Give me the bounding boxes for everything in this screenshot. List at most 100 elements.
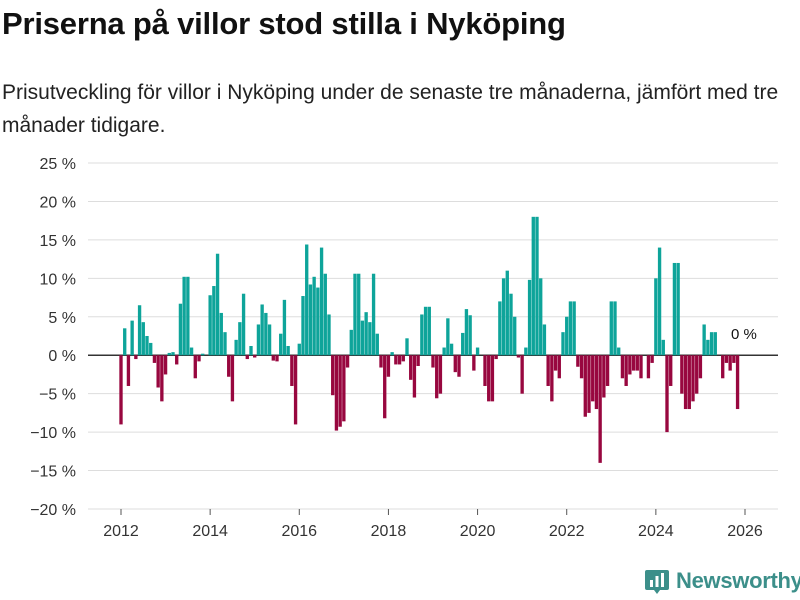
bar — [498, 301, 502, 356]
bar — [568, 301, 573, 356]
bar — [290, 355, 294, 386]
bar — [539, 278, 543, 356]
bar — [550, 355, 554, 402]
bar — [657, 247, 662, 356]
bar — [691, 355, 695, 402]
bar — [238, 322, 242, 356]
bar — [620, 355, 625, 379]
bar — [449, 343, 454, 356]
chart-title: Priserna på villor stod stilla i Nyköpin… — [2, 6, 566, 41]
y-tick-label: 25 % — [40, 156, 76, 173]
bar — [453, 355, 457, 373]
bar — [605, 355, 610, 386]
bar — [420, 314, 424, 356]
bar — [182, 276, 186, 356]
brand-name: Newsworthy — [676, 568, 800, 593]
bar — [201, 353, 205, 356]
bar — [680, 355, 684, 394]
bar — [301, 296, 305, 356]
bar — [178, 303, 183, 356]
bar — [175, 355, 179, 365]
bar — [156, 355, 160, 388]
bar — [297, 343, 301, 356]
annotations: 0 % — [731, 326, 757, 343]
x-tick-label: 2024 — [638, 523, 674, 540]
bar — [163, 355, 168, 375]
bar — [364, 312, 368, 356]
bar — [546, 355, 550, 386]
bar — [249, 345, 253, 356]
bar — [695, 355, 699, 394]
bar — [661, 339, 665, 356]
bar — [123, 328, 127, 356]
bar — [524, 347, 528, 356]
bar — [305, 244, 309, 356]
bar — [542, 324, 547, 356]
bar — [579, 355, 584, 379]
bar — [461, 332, 465, 356]
bar — [609, 301, 613, 356]
bar — [316, 287, 320, 356]
bar — [286, 345, 290, 356]
grid-lines — [88, 162, 778, 510]
bar — [475, 347, 480, 356]
bar — [260, 304, 264, 356]
bar — [654, 278, 658, 356]
bar — [490, 355, 495, 402]
bar — [412, 355, 417, 398]
bar — [279, 333, 283, 356]
bar — [672, 262, 677, 356]
bar — [230, 355, 235, 402]
bar — [349, 329, 353, 356]
bar — [483, 355, 487, 386]
y-axis-labels: 25 % 20 % 15 % 10 % 5 % 0 % −5 % −10 % −15 % −20 … — [30, 156, 76, 519]
y-tick-label: 0 % — [48, 348, 76, 365]
bar — [509, 293, 513, 356]
bar — [189, 347, 194, 356]
bar — [130, 320, 134, 356]
bar — [308, 284, 313, 356]
bar — [427, 306, 431, 356]
brand-logo: Newsworthy — [645, 568, 800, 594]
bar — [119, 355, 123, 425]
x-tick-label: 2020 — [460, 523, 496, 540]
bar — [472, 355, 476, 371]
y-tick-label: −20 % — [30, 502, 76, 519]
bar — [256, 324, 261, 356]
bar — [319, 247, 324, 356]
bar — [401, 355, 405, 362]
bar — [234, 339, 238, 356]
bar — [152, 355, 157, 363]
newsworthy-logo-icon — [645, 570, 669, 594]
bar — [245, 355, 249, 360]
x-tick-label: 2016 — [281, 523, 317, 540]
bars — [119, 216, 740, 463]
bar — [728, 355, 732, 371]
y-tick-label: −15 % — [30, 464, 76, 481]
bar — [565, 316, 569, 356]
bar — [505, 270, 509, 356]
bar — [706, 339, 710, 356]
bar — [167, 352, 171, 356]
bar — [669, 355, 673, 386]
bar — [709, 332, 714, 356]
bar — [598, 355, 602, 463]
bar — [405, 338, 409, 356]
bar — [520, 355, 524, 394]
bar — [613, 301, 617, 356]
bar — [312, 276, 316, 356]
bar — [241, 293, 246, 356]
y-tick-label: −5 % — [39, 387, 76, 404]
y-tick-label: 5 % — [48, 310, 76, 327]
bar — [327, 314, 331, 356]
bar — [331, 355, 335, 396]
y-tick-label: 15 % — [40, 233, 76, 250]
bar — [334, 355, 339, 431]
bar — [171, 352, 175, 356]
bar — [219, 312, 223, 356]
y-tick-label: −10 % — [30, 425, 76, 442]
bar — [368, 322, 372, 356]
bar — [379, 355, 383, 368]
bar — [145, 336, 149, 356]
bar — [457, 355, 461, 377]
